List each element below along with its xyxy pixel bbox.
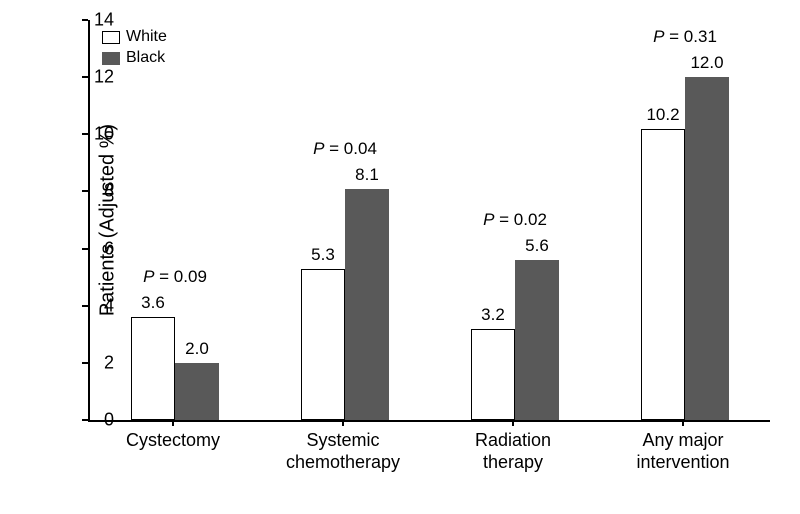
legend-swatch-white xyxy=(102,31,120,44)
x-tick-label: Cystectomy xyxy=(88,430,258,452)
x-tick-mark xyxy=(512,420,514,426)
bar-black xyxy=(515,260,559,420)
x-tick-label: Any major intervention xyxy=(598,430,768,473)
bar-black xyxy=(175,363,219,420)
legend: White Black xyxy=(102,28,167,70)
bar-value-label: 8.1 xyxy=(355,165,379,185)
legend-swatch-black xyxy=(102,52,120,65)
p-value-label: P = 0.31 xyxy=(653,27,717,47)
bar-white xyxy=(471,329,515,420)
bar-white xyxy=(641,129,685,420)
bar-value-label: 3.6 xyxy=(141,293,165,313)
bar-white xyxy=(131,317,175,420)
bar-value-label: 10.2 xyxy=(646,105,679,125)
bar-value-label: 5.3 xyxy=(311,245,335,265)
bar-value-label: 12.0 xyxy=(690,53,723,73)
x-tick-mark xyxy=(682,420,684,426)
bar-white xyxy=(301,269,345,420)
bar-chart: Patients (Adjusted %) 02468101214 3.62.0… xyxy=(0,0,800,514)
legend-item-white: White xyxy=(102,28,167,46)
bar-black xyxy=(345,189,389,420)
p-value-label: P = 0.04 xyxy=(313,139,377,159)
plot-area: 3.6 2.0 P = 0.09 5.3 8.1 P = 0.04 3.2 5.6 P = 0.… xyxy=(88,20,770,422)
legend-item-black: Black xyxy=(102,49,167,67)
x-tick-mark xyxy=(342,420,344,426)
legend-label: Black xyxy=(126,49,165,67)
legend-label: White xyxy=(126,28,167,46)
p-value-label: P = 0.09 xyxy=(143,267,207,287)
bar-black xyxy=(685,77,729,420)
bar-value-label: 3.2 xyxy=(481,305,505,325)
x-tick-mark xyxy=(172,420,174,426)
bar-value-label: 2.0 xyxy=(185,339,209,359)
x-tick-label: Radiation therapy xyxy=(428,430,598,473)
x-tick-label: Systemic chemotherapy xyxy=(258,430,428,473)
bar-value-label: 5.6 xyxy=(525,236,549,256)
p-value-label: P = 0.02 xyxy=(483,210,547,230)
